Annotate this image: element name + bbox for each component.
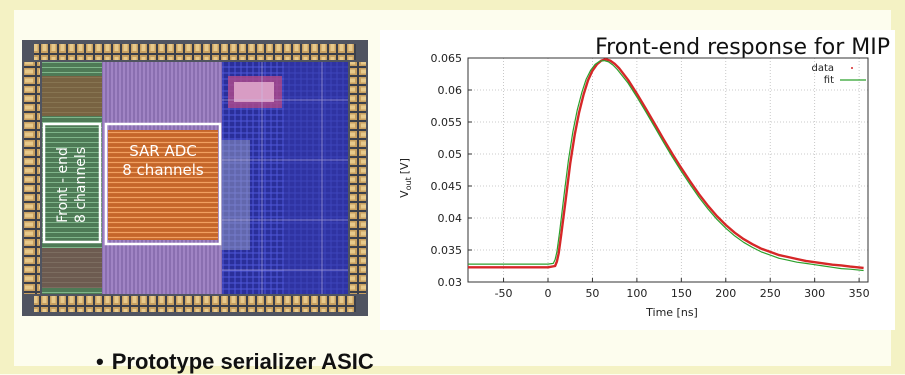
adc-label-line1: SAR ADC bbox=[129, 142, 197, 160]
bullet-dot-icon: • bbox=[96, 349, 104, 374]
frontend-response-chart: Front-end response for MIP -50 0 50 100 150 2… bbox=[380, 30, 895, 330]
x-tick-label: 250 bbox=[760, 287, 781, 300]
bullet-item: • Prototype serializer ASIC bbox=[96, 349, 374, 375]
x-tick-label: 150 bbox=[671, 287, 692, 300]
x-tick-label: -50 bbox=[495, 287, 513, 300]
legend-label-data: data bbox=[811, 63, 834, 74]
y-axis-label-main: V bbox=[398, 190, 411, 198]
y-tick-label: 0.03 bbox=[438, 276, 463, 289]
y-tick-label: 0.05 bbox=[438, 148, 463, 161]
chart-series bbox=[468, 58, 864, 272]
series-line-data bbox=[468, 58, 864, 270]
slide-frame-top bbox=[0, 0, 905, 10]
x-tick-label: 100 bbox=[626, 287, 647, 300]
y-tick-label: 0.035 bbox=[431, 244, 463, 257]
adc-label-line2: 8 channels bbox=[122, 161, 204, 179]
slide-frame-left bbox=[0, 0, 14, 374]
legend-marker-data bbox=[851, 67, 853, 69]
y-tick-label: 0.065 bbox=[431, 52, 463, 65]
x-tick-label: 300 bbox=[804, 287, 825, 300]
x-tick-label: 350 bbox=[849, 287, 870, 300]
slide-frame-bottom bbox=[0, 366, 905, 374]
frontend-label-line2: 8 channels bbox=[73, 147, 89, 223]
chart-axes: -50 0 50 100 150 200 250 300 350 0.03 0.035 0.04 0.0… bbox=[431, 52, 870, 300]
y-axis-label-unit: [V] bbox=[398, 158, 411, 174]
y-tick-label: 0.04 bbox=[438, 212, 463, 225]
bullet-text: Prototype serializer ASIC bbox=[111, 349, 374, 374]
y-axis-label-sub: out bbox=[404, 177, 413, 190]
series-line-fit bbox=[468, 60, 864, 272]
x-tick-label: 0 bbox=[545, 287, 552, 300]
plot-frame bbox=[467, 57, 869, 283]
x-tick-label: 200 bbox=[715, 287, 736, 300]
y-tick-label: 0.06 bbox=[438, 84, 463, 97]
y-tick-label: 0.045 bbox=[431, 180, 463, 193]
y-axis-label: Vout [V] bbox=[398, 158, 413, 198]
x-tick-label: 50 bbox=[585, 287, 599, 300]
legend-label-fit: fit bbox=[824, 75, 834, 86]
chart-legend: data fit bbox=[811, 63, 866, 86]
chart-title: Front-end response for MIP bbox=[595, 35, 890, 60]
x-axis-label: Time [ns] bbox=[645, 306, 698, 319]
frontend-label-line1: Front - end bbox=[55, 147, 71, 223]
y-tick-label: 0.055 bbox=[431, 116, 463, 129]
asic-die-photo: Front - end 8 channels SAR ADC 8 channel… bbox=[22, 40, 368, 316]
